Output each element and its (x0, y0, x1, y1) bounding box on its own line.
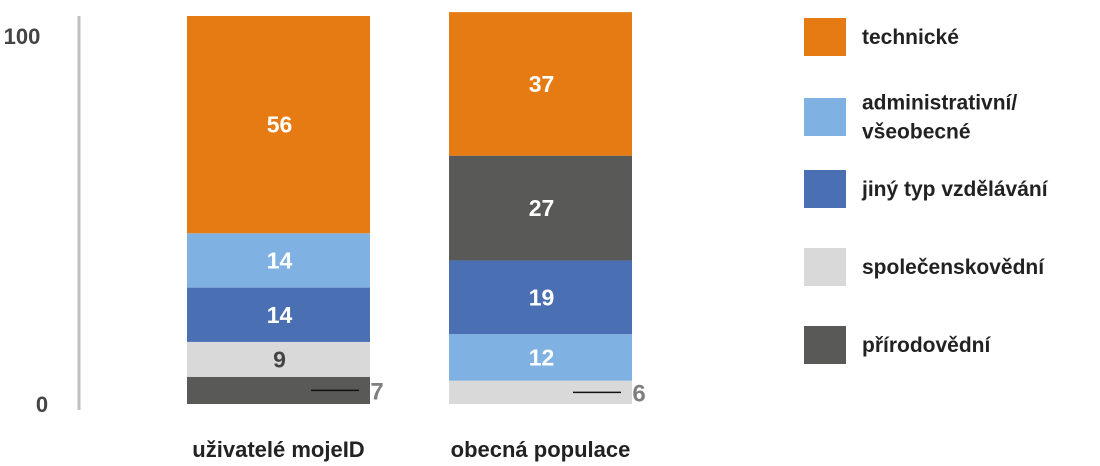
data-label: 14 (267, 302, 293, 328)
legend-label: přírodovědní (862, 334, 992, 357)
bar-segment-jiny (187, 287, 370, 342)
data-label: 37 (529, 71, 555, 97)
data-label: 56 (267, 112, 293, 138)
legend-label: technické (862, 26, 959, 49)
legend-label: administrativní/všeobecné (862, 92, 1017, 144)
category-label: uživatelé mojeID (192, 437, 364, 462)
category-label: obecná populace (451, 437, 631, 462)
data-label: 7 (370, 378, 383, 405)
legend-label: společenskovědní (862, 256, 1045, 279)
data-label: 27 (529, 195, 555, 221)
legend-label: jiný typ vzdělávání (861, 178, 1049, 201)
legend-swatch (804, 98, 846, 136)
y-tick-label: 100 (4, 24, 41, 49)
bar-segment-technicke (449, 12, 632, 156)
data-label: 14 (267, 247, 293, 273)
legend-swatch (804, 170, 846, 208)
data-label: 6 (632, 380, 645, 407)
bar-segment-spolecenskovedni (449, 380, 632, 404)
data-label: 12 (529, 344, 555, 370)
bar-segment-administrativni (449, 334, 632, 381)
y-tick-label: 0 (36, 392, 48, 417)
legend-swatch (804, 18, 846, 56)
bar-segment-jiny (449, 260, 632, 335)
bar-segment-administrativni (187, 233, 370, 288)
bar-segment-prirodovedni (449, 155, 632, 261)
data-label: 19 (529, 284, 555, 310)
data-label: 9 (273, 346, 286, 372)
legend-swatch (804, 326, 846, 364)
legend-swatch (804, 248, 846, 286)
bar-segment-technicke (187, 16, 370, 234)
bar-segment-spolecenskovedni (187, 341, 370, 377)
